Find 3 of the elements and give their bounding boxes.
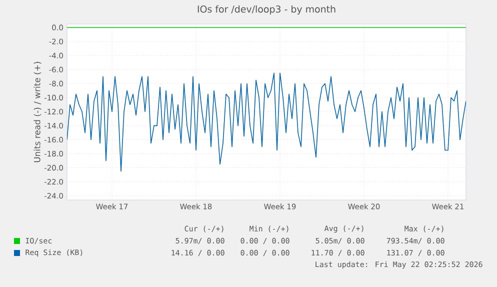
line-series	[67, 72, 466, 172]
y-axis-title: Units read (-) / write (+)	[34, 62, 42, 162]
chart-title: IOs for /dev/loop3 - by month	[198, 5, 336, 14]
